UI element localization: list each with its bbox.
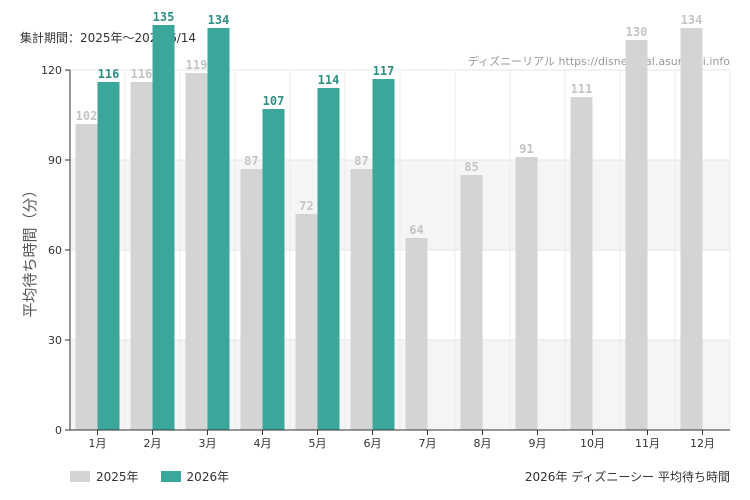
- legend-label-2026: 2026年: [186, 470, 230, 484]
- legend-label-2025: 2025年: [96, 470, 139, 484]
- value-label-2025年-7月: 64: [409, 223, 423, 237]
- x-tick-label-1月: 1月: [89, 437, 107, 450]
- value-label-2025年-3月: 119: [186, 58, 208, 72]
- value-label-2025年-5月: 72: [299, 199, 313, 213]
- bar-2026年-4月: [262, 109, 285, 430]
- value-label-2026年-3月: 134: [208, 13, 230, 27]
- x-tick-label-7月: 7月: [419, 437, 437, 450]
- chart-footer-title: 2026年 ディズニーシー 平均待ち時間: [524, 470, 730, 484]
- legend-item-2025[interactable]: 2025年: [70, 468, 139, 485]
- value-label-2025年-6月: 87: [354, 154, 368, 168]
- x-tick-label-11月: 11月: [635, 437, 660, 450]
- bar-2026年-3月: [207, 28, 230, 430]
- bar-2026年-1月: [97, 82, 120, 430]
- bar-2025年-5月: [295, 214, 318, 430]
- bar-2025年-1月: [75, 124, 98, 430]
- bar-2025年-7月: [405, 238, 428, 430]
- bar-2025年-2月: [130, 82, 153, 430]
- y-axis-label: 平均待ち時間（分）: [21, 182, 39, 317]
- x-tick-label-6月: 6月: [364, 437, 382, 450]
- bar-2025年-12月: [680, 28, 703, 430]
- x-tick-label-12月: 12月: [690, 437, 715, 450]
- value-label-2025年-12月: 134: [681, 13, 703, 27]
- y-tick-label-0: 0: [55, 424, 62, 437]
- legend-item-2026[interactable]: 2026年: [160, 468, 230, 485]
- legend-swatch-2026: [160, 471, 181, 482]
- bar-2026年-5月: [317, 88, 340, 430]
- bar-2025年-11月: [625, 40, 648, 430]
- legend: 2025年 2026年: [70, 468, 229, 485]
- x-tick-label-5月: 5月: [309, 437, 327, 450]
- value-label-2025年-4月: 87: [244, 154, 258, 168]
- x-tick-label-2月: 2月: [144, 437, 162, 450]
- bar-2026年-6月: [372, 79, 395, 430]
- x-tick-label-3月: 3月: [199, 437, 217, 450]
- bar-2025年-6月: [350, 169, 373, 430]
- legend-swatch-2025: [70, 471, 90, 482]
- y-tick-label-60: 60: [48, 244, 62, 257]
- value-label-2026年-2月: 135: [153, 10, 175, 24]
- x-tick-label-4月: 4月: [254, 437, 272, 450]
- x-tick-label-9月: 9月: [529, 437, 547, 450]
- value-label-2026年-5月: 114: [318, 73, 340, 87]
- y-tick-label-90: 90: [48, 154, 62, 167]
- bar-2025年-9月: [515, 157, 538, 430]
- bar-2026年-2月: [152, 25, 175, 430]
- bar-2025年-8月: [460, 175, 483, 430]
- y-tick-label-120: 120: [41, 64, 62, 77]
- x-tick-label-10月: 10月: [580, 437, 605, 450]
- value-label-2025年-1月: 102: [76, 109, 98, 123]
- source-credit: ディズニーリアル https://disneyreal.asumirai.inf…: [467, 55, 730, 68]
- value-label-2025年-11月: 130: [626, 25, 648, 39]
- value-label-2026年-4月: 107: [263, 94, 285, 108]
- period-label: 集計期間：2025年～2026/6/14: [20, 31, 197, 45]
- bar-2025年-4月: [240, 169, 263, 430]
- value-label-2025年-10月: 111: [571, 82, 593, 96]
- value-label-2025年-9月: 91: [519, 142, 533, 156]
- value-label-2025年-8月: 85: [464, 160, 478, 174]
- bar-2025年-10月: [570, 97, 593, 430]
- x-tick-label-8月: 8月: [474, 437, 492, 450]
- value-label-2025年-2月: 116: [131, 67, 153, 81]
- y-tick-label-30: 30: [48, 334, 62, 347]
- bar-2025年-3月: [185, 73, 208, 430]
- value-label-2026年-1月: 116: [98, 67, 120, 81]
- value-label-2026年-6月: 117: [373, 64, 395, 78]
